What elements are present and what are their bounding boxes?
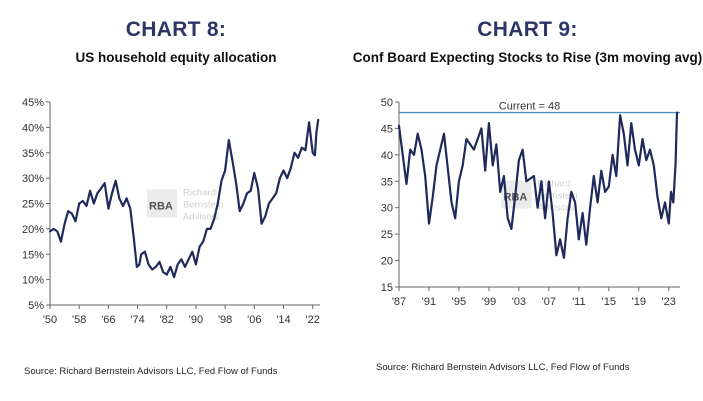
chart-8-panel: CHART 8: US household equity allocation … — [22, 18, 320, 377]
y-tick-label: 30% — [22, 173, 44, 185]
y-tick-label: 15 — [381, 282, 393, 294]
series-line-0 — [397, 111, 679, 259]
x-tick-label: '66 — [101, 314, 115, 326]
y-tick-label: 40% — [22, 122, 44, 134]
y-tick-label: 45% — [22, 97, 44, 109]
x-tick-label: '19 — [632, 296, 646, 308]
watermark-line-0: Richard — [538, 179, 571, 190]
x-tick-label: '82 — [160, 314, 174, 326]
y-tick-label: 35% — [22, 148, 44, 160]
y-tick-label: 35 — [381, 176, 393, 188]
y-tick-label: 20 — [381, 256, 393, 268]
x-tick-label: '50 — [43, 314, 57, 326]
x-tick-label: '14 — [276, 314, 290, 326]
x-tick-label: '06 — [247, 314, 261, 326]
x-tick-label: '07 — [542, 296, 556, 308]
x-tick-label: '23 — [662, 296, 676, 308]
y-tick-label: 20% — [22, 224, 44, 236]
x-tick-label: '90 — [189, 314, 203, 326]
x-tick-label: '22 — [306, 314, 320, 326]
x-tick-label: '91 — [422, 296, 436, 308]
x-tick-label: '03 — [512, 296, 526, 308]
watermark-mark-text: RBA — [149, 201, 173, 213]
y-tick-label: 5% — [28, 300, 44, 312]
y-tick-label: 45 — [381, 123, 393, 135]
y-tick-label: 30 — [381, 203, 393, 215]
chart-8-title: US household equity allocation — [75, 50, 277, 65]
watermark-line-1: Bernstein — [183, 200, 223, 211]
watermark-mark — [147, 189, 177, 218]
y-tick-label: 15% — [22, 249, 44, 261]
chart-8-label: CHART 8: — [125, 18, 227, 41]
watermark-line-2: Advisors — [538, 203, 575, 214]
y-tick-label: 25% — [22, 199, 44, 211]
chart-9-panel: CHART 9: Conf Board Expecting Stocks to … — [352, 0, 703, 401]
x-tick-label: '11 — [572, 296, 586, 308]
chart-9-source: Source: Richard Bernstein Advisors LLC, … — [376, 362, 630, 373]
chart-9-plot: RBARichardBernsteinAdvisors1520253035404… — [381, 97, 680, 308]
x-tick-label: '99 — [482, 296, 496, 308]
annotation-current: Current = 48 — [499, 101, 560, 113]
x-tick-label: '74 — [130, 314, 144, 326]
chart-8-source: Source: Richard Bernstein Advisors LLC, … — [24, 366, 278, 377]
y-tick-label: 25 — [381, 229, 393, 241]
x-tick-label: '87 — [392, 296, 406, 308]
x-tick-label: '95 — [452, 296, 466, 308]
series-line-0 — [48, 118, 320, 279]
x-tick-label: '15 — [602, 296, 616, 308]
chart-9-label: CHART 9: — [477, 18, 578, 41]
watermark-line-2: Advisors — [183, 212, 220, 223]
x-tick-label: '98 — [218, 314, 232, 326]
y-tick-label: 10% — [22, 275, 44, 287]
watermark-line-0: Richard — [183, 188, 216, 199]
x-tick-label: '58 — [72, 314, 86, 326]
y-tick-label: 50 — [381, 97, 393, 109]
chart-9-title: Conf Board Expecting Stocks to Rise (3m … — [352, 50, 703, 65]
watermark-line-1: Bernstein — [538, 191, 578, 202]
y-tick-label: 40 — [381, 150, 393, 162]
